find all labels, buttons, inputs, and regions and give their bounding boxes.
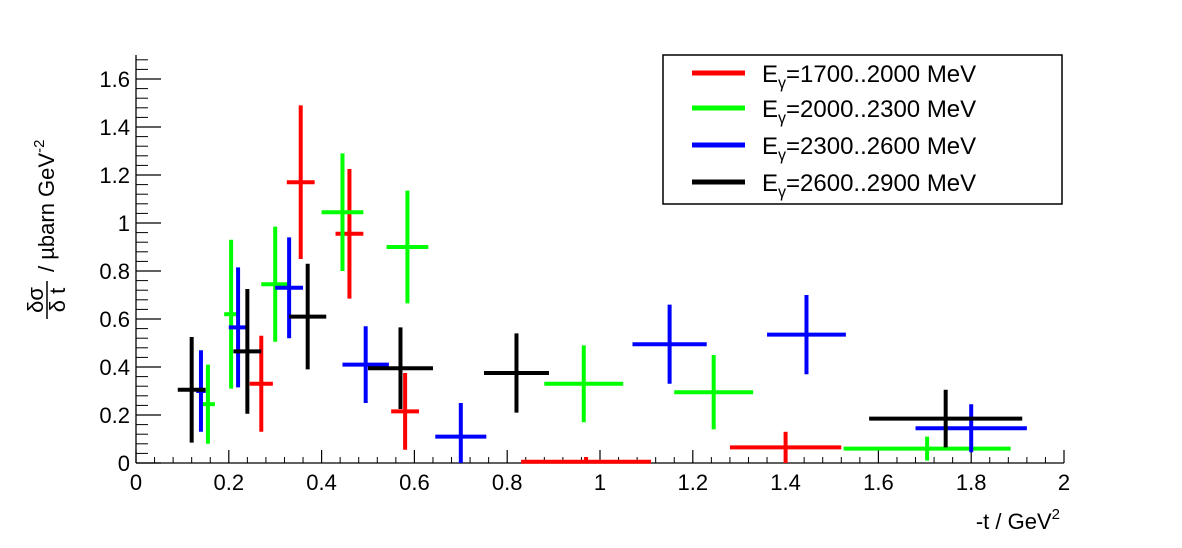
data-point xyxy=(674,355,754,430)
axis-tick-labels: 0 0.2 0.4 0.6 0.8 1 1.2 1.4 1.6 1.8 2 0 0.2 0.4 0.6 0.8… xyxy=(99,67,1070,495)
data-point xyxy=(177,337,206,443)
data-point xyxy=(521,457,652,464)
data-point xyxy=(342,326,389,403)
y-tick-label: 1 xyxy=(118,211,130,236)
y-tick-label: 0.2 xyxy=(99,403,130,428)
data-point xyxy=(368,327,433,409)
data-point xyxy=(321,153,364,271)
y-tick-label: 1.6 xyxy=(99,67,130,92)
series-2 xyxy=(200,153,1011,461)
data-point xyxy=(261,226,290,342)
data-point xyxy=(200,364,215,444)
x-tick-label: 0.8 xyxy=(492,470,523,495)
x-tick-label: 1.6 xyxy=(863,470,894,495)
y-axis-fraction-numerator: δσ xyxy=(23,287,48,313)
data-point xyxy=(869,389,1023,448)
data-point xyxy=(335,169,364,299)
data-point xyxy=(767,295,846,375)
legend-label: Eγ=2000..2300 MeV xyxy=(762,96,976,127)
series-1 xyxy=(249,105,842,464)
data-point xyxy=(386,190,429,304)
y-tick-label: 0 xyxy=(118,451,130,476)
data-point xyxy=(484,333,549,413)
y-axis-fraction-denominator: δ t xyxy=(45,288,70,312)
series-3 xyxy=(196,237,1027,463)
x-tick-label: 0.6 xyxy=(399,470,430,495)
y-tick-label: 1.4 xyxy=(99,115,130,140)
y-tick-label: 0.8 xyxy=(99,259,130,284)
legend: Eγ=1700..2000 MeV Eγ=2000..2300 MeV Eγ=230… xyxy=(662,54,1063,205)
data-point xyxy=(544,345,624,423)
y-tick-label: 0.4 xyxy=(99,355,130,380)
data-point xyxy=(915,404,1027,453)
data-point xyxy=(224,239,239,389)
x-tick-label: 0.4 xyxy=(306,470,337,495)
data-point xyxy=(435,403,487,463)
data-point xyxy=(843,436,1011,461)
data-point xyxy=(632,304,707,384)
y-axis-label: δσ δ t / µbarn GeV-2 xyxy=(23,140,70,319)
data-point xyxy=(391,373,420,450)
legend-box xyxy=(662,54,1063,205)
x-tick-label: 1 xyxy=(594,470,606,495)
axis-ticks xyxy=(135,59,1065,464)
x-tick-label: 0 xyxy=(130,470,142,495)
data-point xyxy=(286,105,315,259)
data-series xyxy=(177,105,1027,464)
x-tick-label: 1.8 xyxy=(956,470,987,495)
x-tick-label: 2 xyxy=(1058,470,1070,495)
legend-label: Eγ=2300..2600 MeV xyxy=(762,133,976,164)
legend-label: Eγ=2600..2900 MeV xyxy=(762,170,976,201)
legend-label: Eγ=1700..2000 MeV xyxy=(762,61,976,92)
data-point xyxy=(729,431,842,463)
data-point xyxy=(275,237,304,339)
x-tick-label: 0.2 xyxy=(214,470,245,495)
data-point xyxy=(228,267,248,388)
y-tick-label: 1.2 xyxy=(99,163,130,188)
y-axis-unit: / µbarn GeV-2 xyxy=(31,140,59,272)
data-point xyxy=(289,263,327,370)
x-axis-label: -t / GeV2 xyxy=(976,506,1060,534)
x-tick-label: 1.4 xyxy=(770,470,801,495)
x-tick-label: 1.2 xyxy=(678,470,709,495)
y-tick-label: 0.6 xyxy=(99,307,130,332)
series-4 xyxy=(177,263,1023,448)
data-point xyxy=(233,289,262,414)
